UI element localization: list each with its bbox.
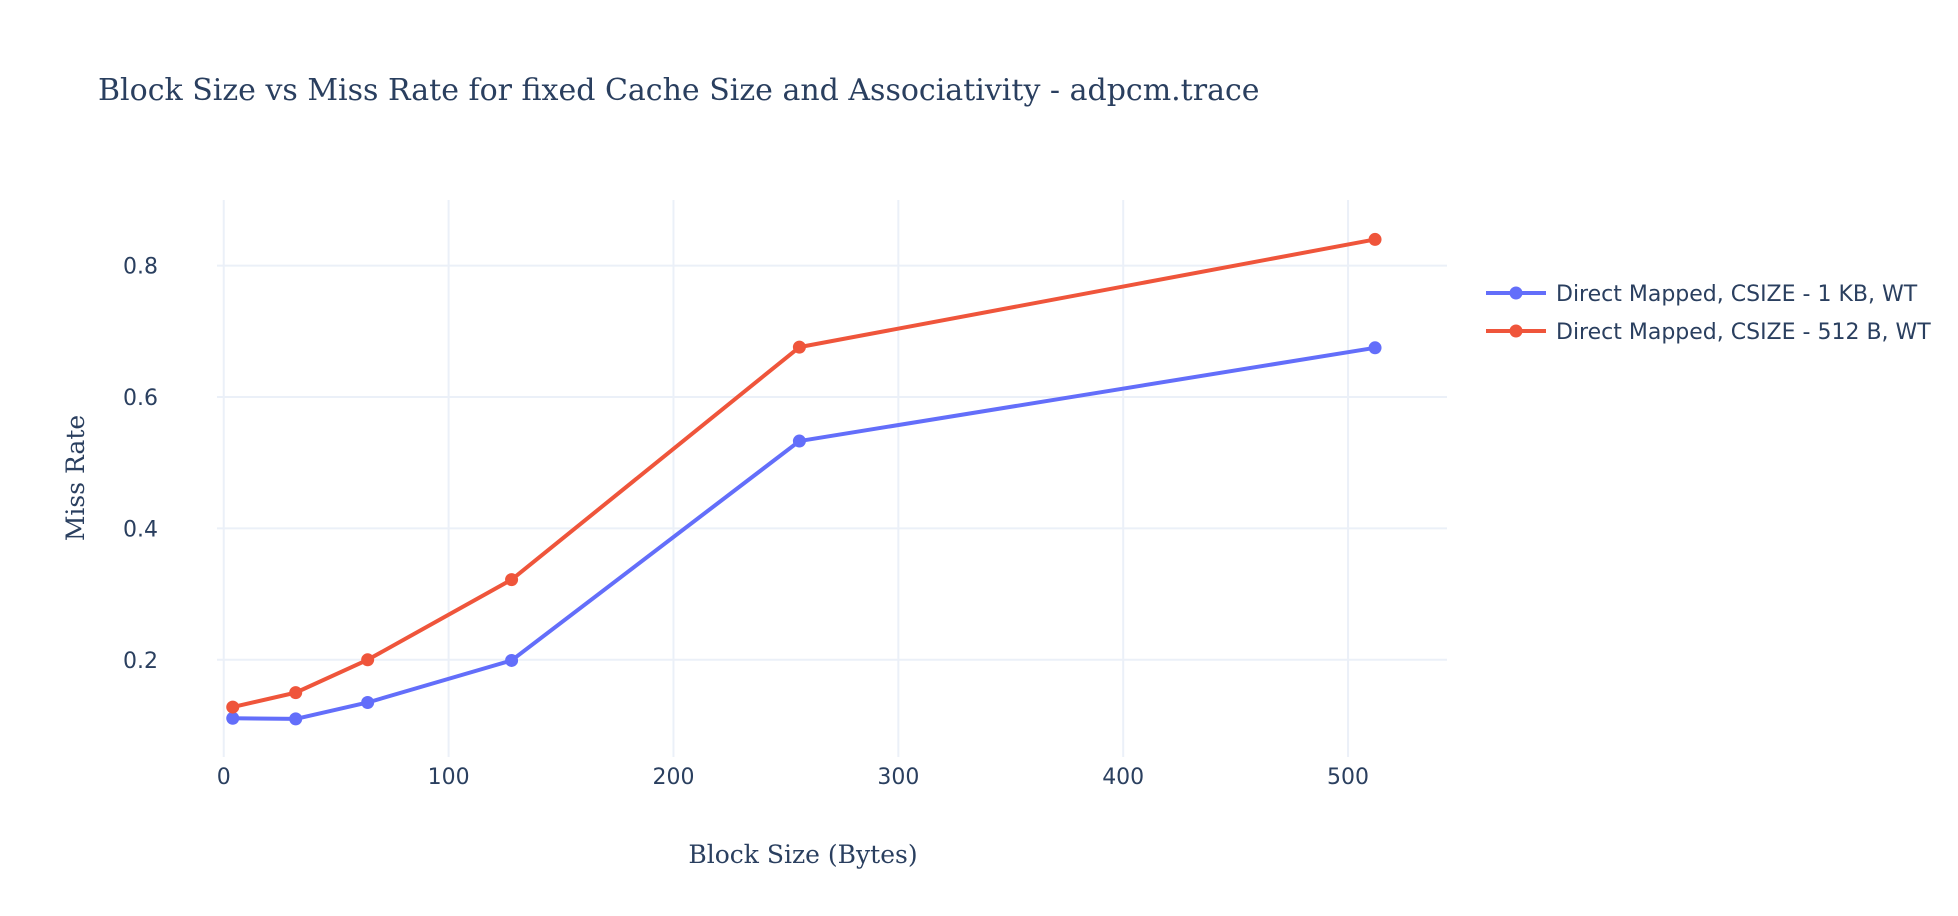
data-point[interactable] — [289, 686, 303, 700]
y-axis-title: Miss Rate — [61, 415, 90, 541]
x-tick-label: 200 — [652, 765, 694, 790]
legend-label: Direct Mapped, CSIZE - 512 B, WT — [1556, 320, 1931, 345]
legend-item[interactable]: Direct Mapped, CSIZE - 512 B, WT — [1486, 320, 1931, 345]
data-point[interactable] — [792, 434, 806, 448]
data-point[interactable] — [1368, 341, 1382, 355]
y-tick-labels: 0.2 0.4 0.6 0.8 — [123, 255, 158, 674]
x-tick-label: 300 — [877, 765, 919, 790]
y-tick-label: 0.8 — [123, 255, 158, 280]
y-tick-label: 0.4 — [123, 517, 158, 542]
y-tick-label: 0.2 — [123, 649, 158, 674]
data-point[interactable] — [226, 700, 240, 714]
legend: Direct Mapped, CSIZE - 1 KB, WT Direct Ma… — [1486, 282, 1931, 345]
x-axis-title: Block Size (Bytes) — [688, 840, 917, 869]
legend-marker — [1509, 286, 1523, 300]
data-point[interactable] — [505, 573, 519, 587]
legend-label: Direct Mapped, CSIZE - 1 KB, WT — [1556, 282, 1918, 307]
data-point[interactable] — [361, 695, 375, 709]
data-point[interactable] — [361, 653, 375, 667]
data-point[interactable] — [505, 653, 519, 667]
series-2 — [226, 232, 1382, 714]
series-line — [232, 237, 1376, 710]
x-tick-label: 0 — [217, 765, 231, 790]
chart-title: Block Size vs Miss Rate for fixed Cache … — [98, 73, 1260, 108]
series-1 — [226, 341, 1382, 726]
legend-marker — [1509, 324, 1523, 338]
series-layer — [226, 232, 1382, 726]
data-point[interactable] — [1368, 232, 1382, 246]
x-tick-label: 100 — [428, 765, 470, 790]
series-line — [232, 345, 1376, 721]
data-point[interactable] — [226, 711, 240, 725]
legend-item[interactable]: Direct Mapped, CSIZE - 1 KB, WT — [1486, 282, 1918, 307]
data-point[interactable] — [289, 712, 303, 726]
data-point[interactable] — [792, 340, 806, 354]
x-tick-labels: 0 100 200 300 400 500 — [217, 765, 1369, 790]
y-tick-label: 0.6 — [123, 386, 158, 411]
x-tick-label: 500 — [1327, 765, 1369, 790]
x-gridlines — [222, 200, 1350, 757]
x-tick-label: 400 — [1102, 765, 1144, 790]
